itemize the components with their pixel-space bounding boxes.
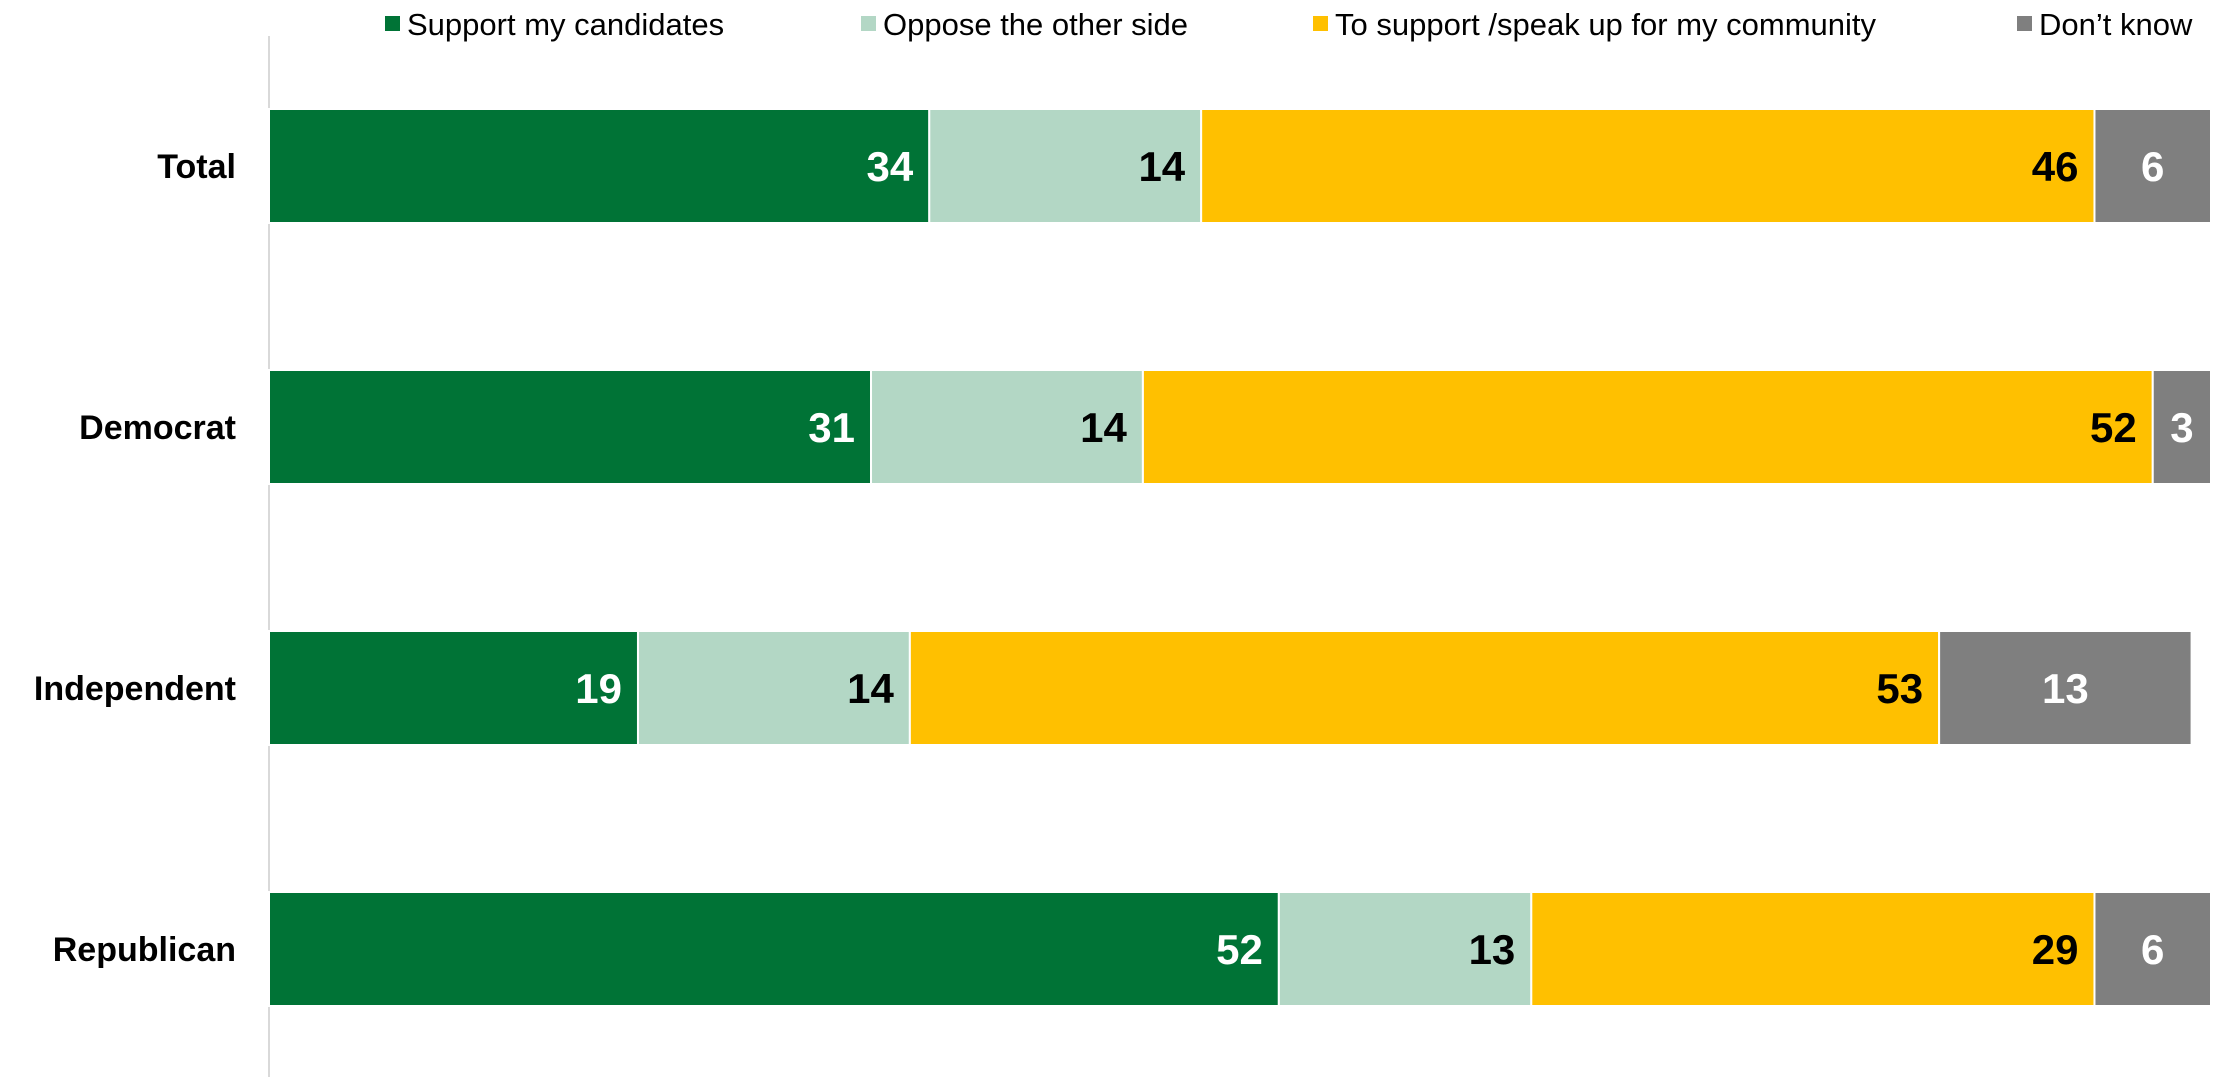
category-label: Independent bbox=[34, 670, 236, 708]
bar-segment bbox=[928, 108, 1203, 224]
bar-segment bbox=[1530, 891, 2096, 1007]
data-label: 53 bbox=[1876, 665, 1923, 712]
bar-segment bbox=[1277, 891, 1533, 1007]
data-label: 52 bbox=[2090, 404, 2137, 451]
legend-swatch bbox=[385, 16, 400, 31]
category-label: Republican bbox=[53, 931, 236, 969]
data-labels: 34 14 46 6 31 14 52 3 19 14 53 13 52 13 29 6 bbox=[575, 143, 2193, 973]
bar-segment bbox=[268, 369, 873, 485]
data-label: 14 bbox=[847, 665, 894, 712]
legend-label: Don’t know bbox=[2039, 7, 2193, 42]
data-label: 13 bbox=[2042, 665, 2089, 712]
data-label: 6 bbox=[2141, 926, 2164, 973]
bars bbox=[268, 108, 2212, 1007]
legend-swatch bbox=[1313, 16, 1328, 31]
data-label: 34 bbox=[867, 143, 914, 190]
category-label: Democrat bbox=[79, 409, 236, 447]
data-label: 52 bbox=[1216, 926, 1263, 973]
bar-segment bbox=[268, 891, 1280, 1007]
bar-segment bbox=[1200, 108, 2096, 224]
data-label: 6 bbox=[2141, 143, 2164, 190]
bar-segment bbox=[268, 108, 931, 224]
legend-label: Oppose the other side bbox=[883, 7, 1188, 42]
data-label: 19 bbox=[575, 665, 622, 712]
legend-label: Support my candidates bbox=[407, 7, 724, 42]
data-label: 29 bbox=[2032, 926, 2079, 973]
bar-segment bbox=[1938, 630, 2193, 746]
legend: Support my candidates Oppose the other si… bbox=[385, 7, 2193, 42]
data-label: 13 bbox=[1469, 926, 1516, 973]
bar-segment bbox=[908, 630, 1941, 746]
bar-segment bbox=[2093, 108, 2212, 224]
legend-swatch bbox=[861, 16, 876, 31]
data-label: 14 bbox=[1080, 404, 1127, 451]
legend-swatch bbox=[2017, 16, 2032, 31]
data-label: 14 bbox=[1138, 143, 1185, 190]
bar-segment bbox=[2093, 891, 2212, 1007]
data-label: 46 bbox=[2032, 143, 2079, 190]
category-labels: Total Democrat Independent Republican bbox=[34, 148, 236, 969]
bar-segment bbox=[636, 630, 911, 746]
legend-label: To support /speak up for my community bbox=[1335, 7, 1877, 42]
bar-segment bbox=[870, 369, 1144, 485]
category-label: Total bbox=[157, 148, 236, 186]
data-label: 31 bbox=[808, 404, 855, 451]
data-label: 3 bbox=[2170, 404, 2193, 451]
bar-segment bbox=[2151, 369, 2212, 485]
bar-segment bbox=[1141, 369, 2154, 485]
